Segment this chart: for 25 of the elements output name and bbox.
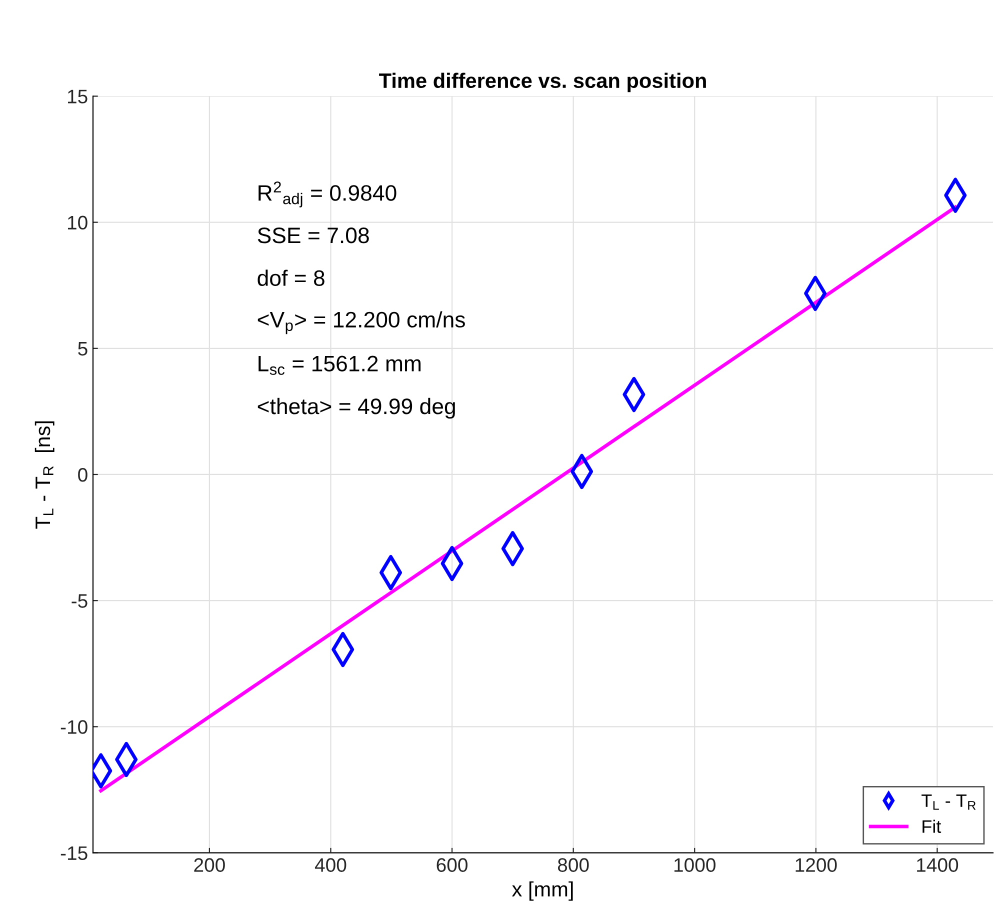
annotation: SSE = 7.08	[258, 228, 369, 244]
annotation: R$^{2}$$_{adj}$ = 0.9840	[258, 182, 396, 208]
y-tick-label: -15	[60, 846, 88, 860]
chart-title: Time difference vs. scan position	[379, 72, 706, 92]
legend-label: T$_{L}$ - T$_{R}$	[922, 794, 976, 810]
y-tick-label: 0	[78, 468, 88, 482]
annotation: dof = 8	[258, 270, 324, 286]
y-tick-label: -5	[72, 594, 88, 608]
x-tick-label: 1400	[917, 858, 958, 872]
y-axis-title: T$_{L}$ - T$_{R}$ [ns]	[34, 421, 54, 529]
y-tick-label: -10	[60, 720, 88, 734]
annotation: <V$_{p}$> = 12.200 cm/ns	[258, 311, 465, 334]
y-tick-label: 15	[68, 90, 88, 104]
legend-label: Fit	[922, 820, 942, 833]
annotation: <theta> = 49.99 deg	[258, 398, 455, 419]
x-tick-label: 800	[558, 858, 589, 872]
x-tick-label: 600	[436, 858, 468, 872]
x-tick-label: 200	[194, 858, 225, 872]
x-tick-label: 1000	[674, 858, 716, 872]
x-tick-label: 400	[314, 858, 346, 872]
y-tick-label: 10	[68, 216, 88, 230]
annotation: L$_{sc}$ = 1561.2 mm	[258, 356, 421, 375]
x-axis-title: x [mm]	[512, 881, 573, 901]
x-tick-label: 1200	[796, 858, 837, 872]
y-tick-label: 5	[78, 342, 88, 356]
